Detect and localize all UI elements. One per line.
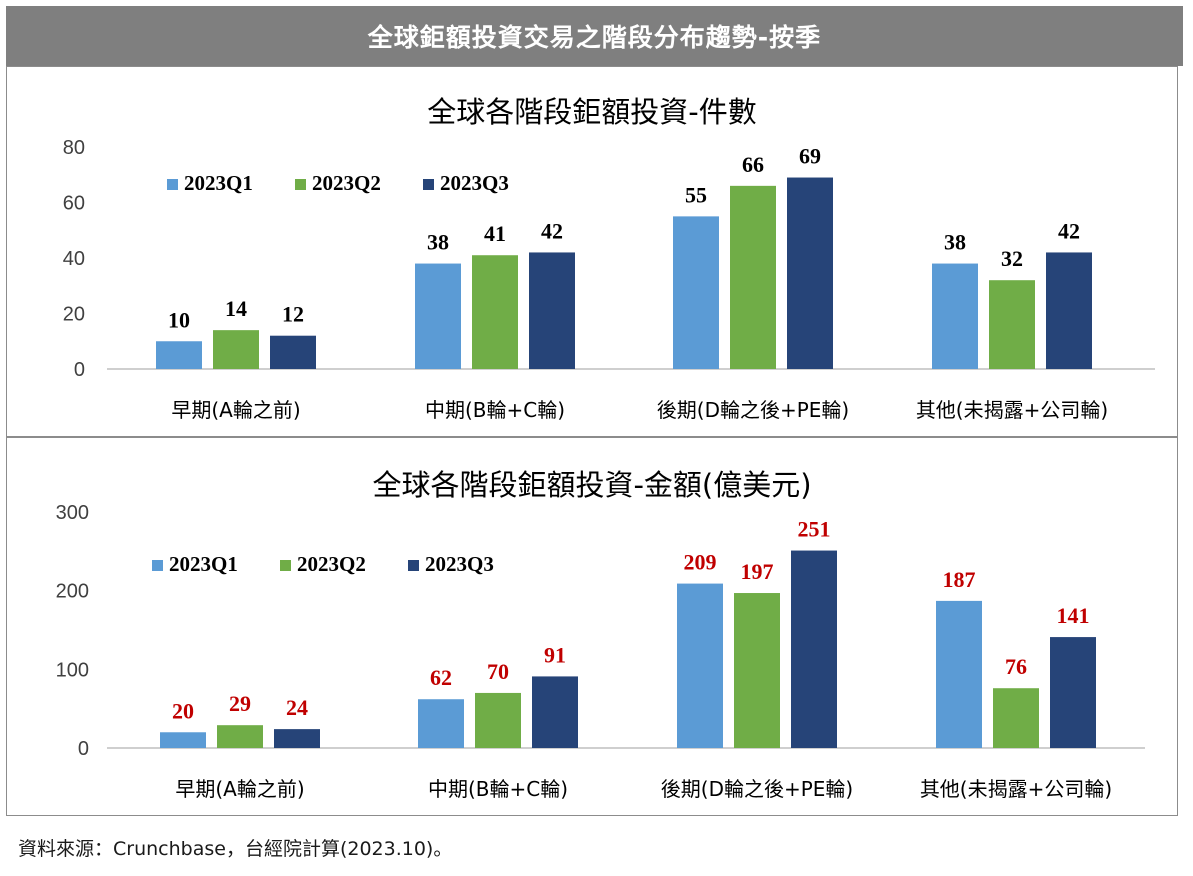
data-label: 14 bbox=[225, 296, 247, 321]
bar bbox=[787, 177, 833, 369]
bar bbox=[418, 699, 464, 748]
data-label: 70 bbox=[487, 659, 509, 684]
chart-count: 全球各階段鉅額投資-件數 0 20 40 60 80 2023Q1 2023Q2 2023Q3 1… bbox=[63, 95, 1155, 422]
legend-label: 2023Q2 bbox=[297, 552, 366, 576]
bar bbox=[213, 330, 259, 369]
legend-label: 2023Q1 bbox=[184, 171, 253, 195]
y-tick-label: 0 bbox=[74, 359, 85, 381]
data-label: 24 bbox=[286, 695, 308, 720]
category-label: 早期(A輪之前) bbox=[171, 398, 300, 422]
bar bbox=[993, 688, 1039, 748]
bar bbox=[730, 185, 776, 369]
y-tick-label: 20 bbox=[63, 304, 85, 326]
bar bbox=[156, 341, 202, 369]
category-label: 其他(未揭露+公司輪) bbox=[920, 777, 1112, 801]
bar bbox=[673, 216, 719, 369]
legend-swatch bbox=[295, 179, 306, 190]
data-label: 42 bbox=[1058, 218, 1080, 243]
data-label: 209 bbox=[684, 550, 717, 575]
bar bbox=[677, 583, 723, 748]
data-label: 187 bbox=[943, 567, 976, 592]
data-label: 32 bbox=[1001, 246, 1023, 271]
data-label: 91 bbox=[544, 642, 566, 667]
legend-label: 2023Q3 bbox=[425, 552, 494, 576]
bar bbox=[274, 729, 320, 748]
data-label: 76 bbox=[1005, 654, 1027, 679]
chart-title: 全球各階段鉅額投資-件數 bbox=[427, 95, 756, 129]
legend-swatch bbox=[423, 179, 434, 190]
bar bbox=[532, 676, 578, 748]
category-label: 後期(D輪之後+PE輪) bbox=[661, 777, 853, 801]
category-label: 後期(D輪之後+PE輪) bbox=[657, 398, 849, 422]
data-label: 62 bbox=[430, 665, 452, 690]
bar bbox=[160, 732, 206, 748]
data-label: 10 bbox=[168, 307, 190, 332]
bar bbox=[475, 692, 521, 748]
y-tick-label: 200 bbox=[56, 581, 89, 603]
legend-swatch bbox=[167, 179, 178, 190]
data-label: 55 bbox=[685, 182, 707, 207]
data-label: 141 bbox=[1057, 603, 1090, 628]
data-label: 66 bbox=[742, 152, 764, 177]
bar bbox=[734, 593, 780, 748]
bar bbox=[936, 600, 982, 748]
data-label: 29 bbox=[229, 691, 251, 716]
bar bbox=[1050, 637, 1096, 748]
chart-panel-amount: 全球各階段鉅額投資-金額(億美元) 0 100 200 300 2023Q1 2023Q2 2… bbox=[6, 437, 1178, 816]
category-label: 早期(A輪之前) bbox=[175, 777, 304, 801]
data-label: 42 bbox=[541, 218, 563, 243]
bar bbox=[989, 280, 1035, 369]
bar bbox=[270, 335, 316, 369]
y-tick-label: 80 bbox=[63, 137, 85, 159]
data-label: 41 bbox=[484, 221, 506, 246]
bar bbox=[791, 550, 837, 748]
banner-title: 全球鉅額投資交易之階段分布趨勢-按季 bbox=[6, 6, 1183, 66]
y-tick-label: 100 bbox=[56, 659, 89, 681]
legend-swatch bbox=[408, 560, 419, 571]
data-label: 38 bbox=[427, 230, 449, 255]
chart-panel-count: 全球各階段鉅額投資-件數 0 20 40 60 80 2023Q1 2023Q2 2023Q3 1… bbox=[6, 66, 1178, 437]
data-label: 251 bbox=[798, 517, 831, 542]
legend-label: 2023Q1 bbox=[169, 552, 238, 576]
y-tick-label: 0 bbox=[78, 738, 89, 760]
data-label: 197 bbox=[741, 559, 774, 584]
bar bbox=[217, 725, 263, 748]
chart-amount: 全球各階段鉅額投資-金額(億美元) 0 100 200 300 2023Q1 2023Q2 2… bbox=[56, 468, 1145, 801]
data-label: 12 bbox=[282, 302, 304, 327]
category-label: 中期(B輪+C輪) bbox=[425, 398, 565, 422]
legend-swatch bbox=[152, 560, 163, 571]
data-label: 69 bbox=[799, 144, 821, 169]
data-label: 38 bbox=[944, 230, 966, 255]
data-label: 20 bbox=[172, 698, 194, 723]
y-tick-label: 60 bbox=[63, 193, 85, 215]
y-tick-label: 300 bbox=[56, 502, 89, 524]
legend-swatch bbox=[280, 560, 291, 571]
category-label: 中期(B輪+C輪) bbox=[428, 777, 568, 801]
chart-title: 全球各階段鉅額投資-金額(億美元) bbox=[372, 468, 811, 502]
bar bbox=[932, 263, 978, 369]
bar bbox=[1046, 252, 1092, 369]
source-note: 資料來源：Crunchbase，台經院計算(2023.10)。 bbox=[18, 838, 453, 860]
legend-label: 2023Q2 bbox=[312, 171, 381, 195]
category-label: 其他(未揭露+公司輪) bbox=[916, 398, 1108, 422]
y-tick-label: 40 bbox=[63, 248, 85, 270]
bar bbox=[472, 255, 518, 369]
bar bbox=[415, 263, 461, 369]
bar bbox=[529, 252, 575, 369]
legend-label: 2023Q3 bbox=[440, 171, 509, 195]
